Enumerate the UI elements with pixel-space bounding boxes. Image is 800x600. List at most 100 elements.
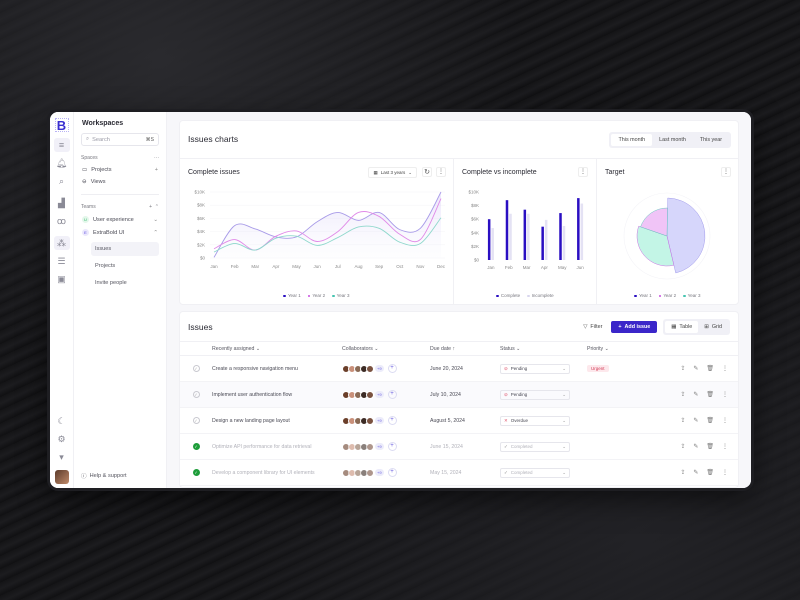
refresh-icon[interactable]: ↻ [422,167,432,177]
svg-text:Aug: Aug [354,264,363,269]
plus-icon[interactable]: + [154,167,158,173]
col-status[interactable]: Status ⌄ [500,345,521,352]
sidebar-item-invite-people[interactable]: Invite people [95,280,127,286]
more-icon[interactable]: ⋮ [722,444,728,450]
col-collaborators[interactable]: Collaborators ⌄ [342,345,379,352]
upload-icon[interactable]: ⇪ [680,418,686,424]
table-row[interactable]: ✓ Implement user authentication flow +9 … [180,382,738,408]
col-priority[interactable]: Priority ⌄ [587,345,609,352]
more-icon[interactable]: ⋮ [722,418,728,424]
table-icon: ▦ [671,323,677,330]
complete-checkbox[interactable]: ✓ [192,391,200,398]
add-collaborator-button[interactable]: + [387,468,397,477]
tab-table[interactable]: ▦ Table [665,320,699,333]
add-issue-button[interactable]: + Add issue [611,320,658,333]
table-row[interactable]: ✓ Develop a component library for UI ele… [180,460,738,486]
range-dropdown[interactable]: ▦ Last 3 years ⌄ [368,167,417,178]
sidebar-item-views[interactable]: ⊖ Views [81,179,159,185]
trash-icon[interactable]: 🗑︎ [706,392,714,398]
sidebar-item-issues[interactable]: Issues [91,242,159,256]
more-icon[interactable]: ⋮ [436,167,446,177]
more-icon[interactable]: ⋮ [722,470,728,476]
more-icon[interactable]: ⋮ [721,167,731,177]
users-icon[interactable]: ꝏ [56,215,67,226]
avatar[interactable] [54,470,69,484]
status-select[interactable]: ⊘ Pending ⌄ [500,389,570,400]
svg-text:$4K: $4K [471,230,479,235]
filter-button[interactable]: ▽ Filter [578,321,607,333]
upload-icon[interactable]: ⇪ [680,444,686,450]
complete-checkbox[interactable]: ✓ [192,443,200,450]
calendar-icon[interactable]: ▣ [57,273,66,284]
trash-icon[interactable]: 🗑︎ [706,470,714,476]
search-icon[interactable]: ⌕ [58,175,65,186]
svg-text:$10K: $10K [194,190,205,195]
view-switcher: ▦ Table ⊞ Grid [663,318,730,335]
add-collaborator-button[interactable]: + [387,442,397,451]
more-collaborators-count[interactable]: +9 [375,417,384,424]
status-select[interactable]: ✓ Completed ⌄ [500,441,570,452]
add-collaborator-button[interactable]: + [387,416,397,425]
trash-icon[interactable]: 🗑︎ [706,418,714,424]
add-collaborator-button[interactable]: + [387,364,397,373]
logo[interactable]: B [54,118,69,133]
edit-icon[interactable]: ✎ [693,444,699,450]
table-row[interactable]: ✓ Optimize API performance for data retr… [180,434,738,460]
sidebar-item-team-projects[interactable]: Projects [95,263,116,269]
tab-grid[interactable]: ⊞ Grid [704,323,722,330]
add-collaborator-button[interactable]: + [387,390,397,399]
gear-icon[interactable]: ⚙ [57,433,66,444]
table-row[interactable]: ✓ Create a responsive navigation menu +9… [180,356,738,382]
list-icon[interactable]: ☰ [57,255,66,266]
issues-card: Issues ▽ Filter + Add issue ▦ Table ⊞ Grid… [179,311,739,488]
edit-icon[interactable]: ✎ [693,470,699,476]
bell-icon[interactable]: 🔔︎ [55,157,68,168]
help-support-link[interactable]: ⓘ Help & support [81,472,159,480]
more-icon[interactable]: ⋮ [722,392,728,398]
upload-icon[interactable]: ⇪ [680,366,686,372]
more-collaborators-count[interactable]: +9 [375,443,384,450]
chevron-down-icon[interactable]: ⌄ [153,216,158,223]
team-extrabold-ui[interactable]: E ExtraBold UI ⌃ [81,229,159,236]
team-user-experience[interactable]: U User experience ⌄ [81,216,159,223]
table-row[interactable]: ✓ Design a new landing page layout +9 + … [180,408,738,434]
chart-title: Complete issues [188,169,240,176]
col-due-date[interactable]: Due date ↑ [430,345,456,352]
status-select[interactable]: ⊘ Pending ⌄ [500,363,570,374]
teams-actions[interactable]: + ⌃ [149,204,159,210]
more-icon[interactable]: ··· [154,155,159,161]
chevron-up-icon[interactable]: ⌃ [153,229,158,236]
tab-this-month[interactable]: This month [611,134,653,146]
bar-chart-icon[interactable]: ▟ [58,197,65,208]
more-collaborators-count[interactable]: +9 [375,391,384,398]
complete-checkbox[interactable]: ✓ [192,469,200,476]
upload-icon[interactable]: ⇪ [680,470,686,476]
upload-icon[interactable]: ⇪ [680,392,686,398]
workspace-icon[interactable]: ⁂ [53,236,70,250]
more-collaborators-count[interactable]: +9 [375,469,384,476]
tab-last-month[interactable]: Last month [659,137,686,143]
edit-icon[interactable]: ✎ [693,392,699,398]
range-label: Last 3 years [380,170,406,175]
more-icon[interactable]: ⋮ [578,167,588,177]
svg-text:Oct: Oct [396,264,404,269]
status-select[interactable]: ✓ Completed ⌄ [500,467,570,478]
complete-checkbox[interactable]: ✓ [192,417,200,424]
complete-checkbox[interactable]: ✓ [192,365,200,372]
inbox-icon[interactable]: ▾ [59,451,64,462]
add-issue-label: Add issue [624,323,651,330]
edit-icon[interactable]: ✎ [693,418,699,424]
status-select[interactable]: ✕ Overdue ⌄ [500,415,570,426]
svg-text:$2K: $2K [471,244,479,249]
menu-icon[interactable]: ≡ [53,138,70,152]
trash-icon[interactable]: 🗑︎ [706,366,714,372]
tab-this-year[interactable]: This year [699,137,722,143]
trash-icon[interactable]: 🗑︎ [706,444,714,450]
search-input[interactable]: ⌕ Search ⌘S [81,133,159,146]
more-icon[interactable]: ⋮ [722,366,728,372]
more-collaborators-count[interactable]: +9 [375,365,384,372]
edit-icon[interactable]: ✎ [693,366,699,372]
col-recently-assigned[interactable]: Recently assigned ⌄ [212,345,261,352]
sidebar-item-projects[interactable]: ▭ Projects + [81,167,159,173]
moon-icon[interactable]: ☾ [57,415,66,426]
